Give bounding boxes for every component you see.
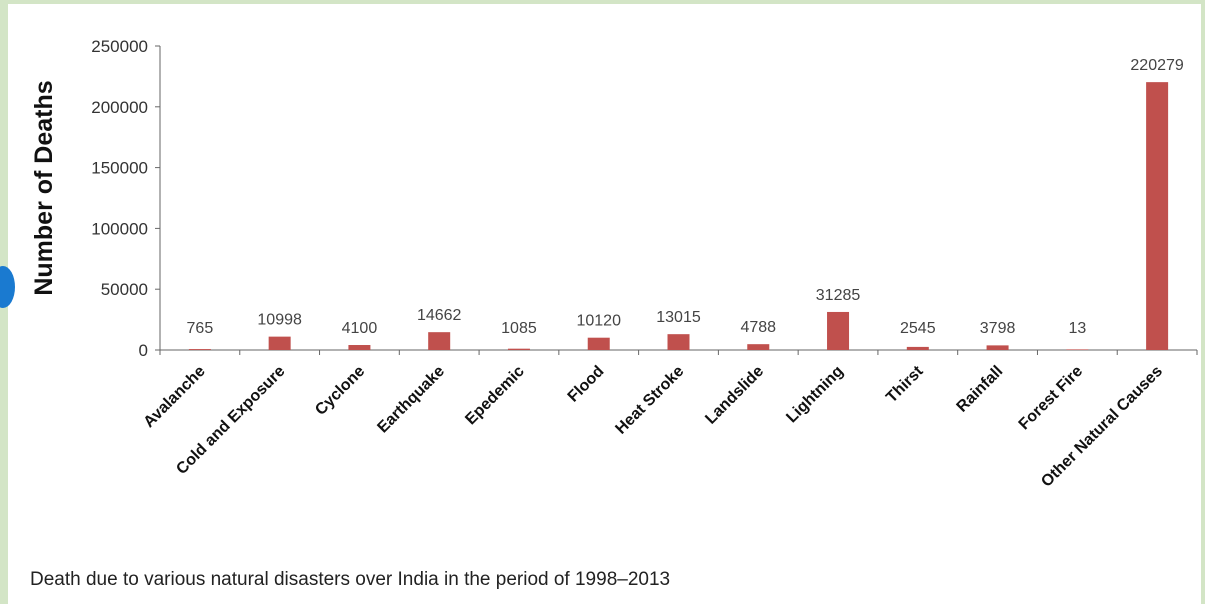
bar — [587, 337, 610, 350]
side-indicator-dot — [0, 266, 15, 308]
bar-value-label: 1085 — [501, 320, 537, 337]
bar-value-label: 13015 — [656, 309, 701, 326]
y-tick-label: 200000 — [91, 98, 148, 117]
bar-value-label: 10998 — [257, 312, 302, 329]
x-category-label: Epedemic — [462, 363, 528, 429]
bar-value-label: 10120 — [576, 313, 621, 330]
x-category-label: Landslide — [702, 363, 767, 428]
x-category-label: Cyclone — [312, 363, 368, 419]
bar — [348, 345, 371, 350]
x-category-label: Flood — [565, 363, 608, 406]
frame-top-border — [0, 0, 1205, 4]
bar-chart: 0 50000 100000 150000 200000 250000 Number of … — [30, 37, 1198, 491]
y-tick-label: 150000 — [91, 159, 148, 178]
y-axis-title: Number of Deaths — [30, 80, 58, 295]
bar — [1066, 349, 1089, 350]
y-tick-label: 0 — [139, 341, 148, 360]
bar-value-label: 13 — [1068, 320, 1086, 337]
x-category-label: Thirst — [883, 362, 927, 406]
x-category-label: Forest Fire — [1016, 363, 1087, 434]
figure-caption: Death due to various natural disasters o… — [30, 569, 671, 590]
bar — [428, 332, 451, 350]
bar — [507, 348, 530, 350]
x-category-label: Avalanche — [141, 363, 209, 431]
bar-value-label: 14662 — [417, 307, 462, 324]
bar — [827, 311, 850, 350]
y-tick-label: 100000 — [91, 219, 148, 238]
x-category-label: Lightning — [783, 363, 847, 427]
bar — [747, 344, 770, 350]
bar — [268, 336, 291, 350]
y-tick-label: 50000 — [101, 280, 148, 299]
x-category-label: Heat Stroke — [612, 363, 687, 438]
y-tick-label: 250000 — [91, 37, 148, 56]
bar — [667, 334, 690, 350]
x-category-label: Rainfall — [954, 363, 1007, 416]
bar-value-label: 765 — [187, 320, 214, 337]
bar — [1146, 82, 1169, 350]
bar-value-label: 220279 — [1130, 57, 1183, 74]
frame-right-border — [1201, 0, 1205, 604]
bar-value-label: 4788 — [740, 319, 776, 336]
x-category-label: Earthquake — [374, 363, 448, 437]
bar-value-label: 3798 — [980, 320, 1016, 337]
bar-value-label: 4100 — [342, 320, 378, 337]
bar-value-label: 2545 — [900, 320, 936, 337]
bar — [986, 345, 1009, 350]
bar-value-label: 31285 — [816, 287, 861, 304]
bar — [188, 349, 211, 350]
bar — [906, 346, 929, 350]
